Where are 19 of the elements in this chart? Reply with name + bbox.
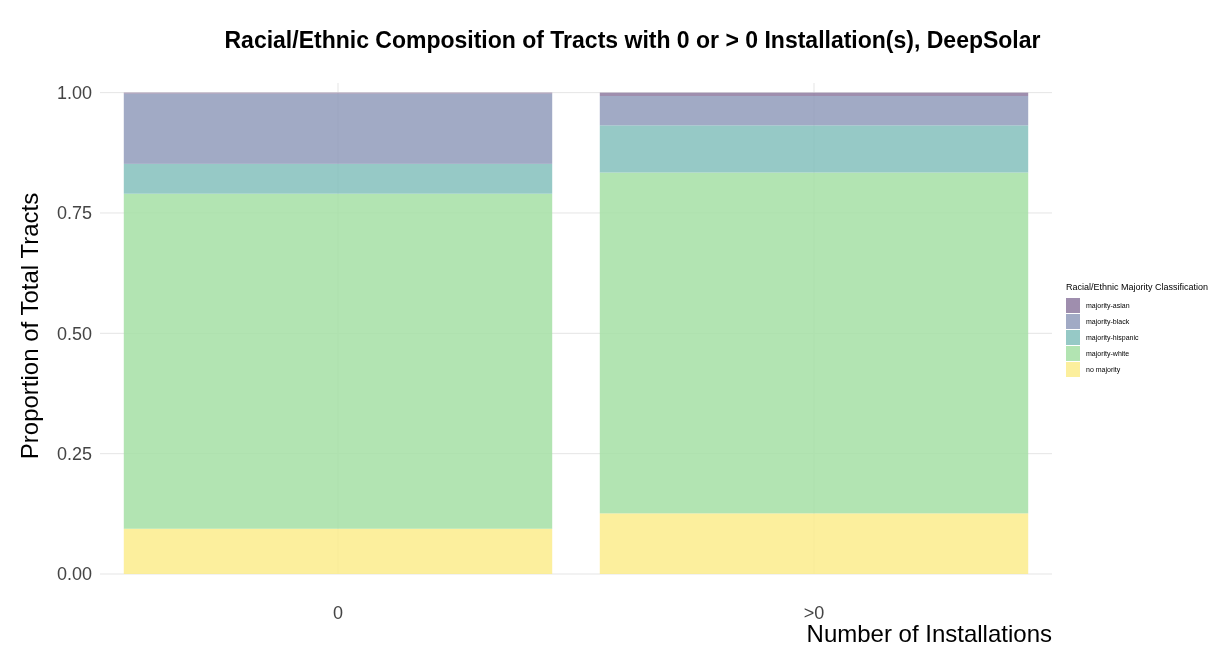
y-tick-label: 1.00 xyxy=(56,82,92,103)
y-tick-label: 0.00 xyxy=(56,564,92,585)
legend-title: Racial/Ethnic Majority Classification xyxy=(1066,282,1209,292)
y-tick-label: 0.50 xyxy=(56,323,92,344)
y-axis-title: Proportion of Total Tracts xyxy=(16,192,43,460)
x-tick-label: 0 xyxy=(332,603,344,623)
bar xyxy=(123,93,553,164)
bar xyxy=(599,513,1029,574)
bar xyxy=(599,96,1029,126)
bar xyxy=(599,125,1029,173)
x-axis-title: Number of Installations xyxy=(806,620,1052,647)
bar xyxy=(123,163,553,194)
bar xyxy=(123,528,553,574)
y-tick-label: 0.25 xyxy=(56,443,92,464)
bar xyxy=(599,172,1029,514)
x-tick-label: >0 xyxy=(803,603,825,623)
y-tick-label: 0.75 xyxy=(56,203,92,224)
chart-title: Racial/Ethnic Composition of Tracts with 0 or > 0 Installation(s), DeepSolar xyxy=(224,27,1041,53)
bar xyxy=(123,193,553,529)
